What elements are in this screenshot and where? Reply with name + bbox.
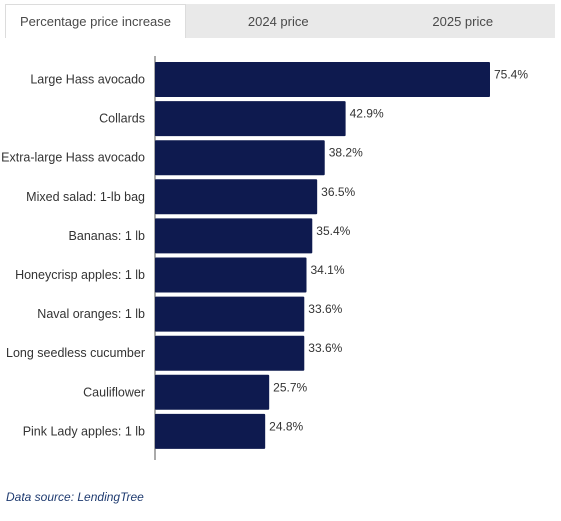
- bars-layer: Large Hass avocado 75.4% Collards 42.9% Extr…: [1, 56, 528, 460]
- category-label: Collards: [99, 112, 145, 126]
- bar[interactable]: [155, 101, 346, 137]
- value-label: 25.7%: [273, 380, 307, 394]
- bar[interactable]: [155, 62, 490, 97]
- data-source-note: Data source: LendingTree: [6, 490, 144, 504]
- category-label: Honeycrisp apples: 1 lb: [15, 268, 145, 282]
- bar[interactable]: [155, 374, 270, 410]
- bar[interactable]: [155, 335, 305, 371]
- value-label: 34.1%: [311, 263, 345, 277]
- category-label: Large Hass avocado: [30, 73, 145, 87]
- category-label: Bananas: 1 lb: [69, 229, 145, 243]
- tab-2025-price[interactable]: 2025 price: [432, 13, 494, 29]
- category-label: Naval oranges: 1 lb: [37, 307, 145, 321]
- value-label: 75.4%: [494, 68, 528, 82]
- category-label: Pink Lady apples: 1 lb: [23, 424, 145, 438]
- bar[interactable]: [155, 140, 325, 176]
- tab-bar: Percentage price increase 2024 price 202…: [5, 4, 555, 38]
- tab-2024-price[interactable]: 2024 price: [247, 13, 309, 29]
- tab-percentage-price-increase[interactable]: Percentage price increase: [5, 4, 186, 38]
- category-label: Mixed salad: 1-lb bag: [26, 190, 145, 204]
- value-label: 35.4%: [316, 224, 350, 238]
- value-label: 24.8%: [269, 419, 303, 433]
- value-label: 42.9%: [350, 107, 384, 121]
- category-label: Long seedless cucumber: [6, 346, 145, 360]
- value-label: 33.6%: [308, 341, 342, 355]
- value-label: 33.6%: [308, 302, 342, 316]
- bar[interactable]: [155, 296, 305, 332]
- category-label: Cauliflower: [83, 385, 145, 399]
- value-label: 36.5%: [321, 185, 355, 199]
- bar[interactable]: [155, 218, 313, 254]
- bar[interactable]: [155, 257, 307, 293]
- value-label: 38.2%: [329, 146, 363, 160]
- category-label: Extra-large Hass avocado: [1, 151, 145, 165]
- bar[interactable]: [155, 413, 266, 449]
- bar-chart: Large Hass avocado 75.4% Collards 42.9% Extr…: [1, 56, 528, 460]
- bar[interactable]: [155, 179, 318, 215]
